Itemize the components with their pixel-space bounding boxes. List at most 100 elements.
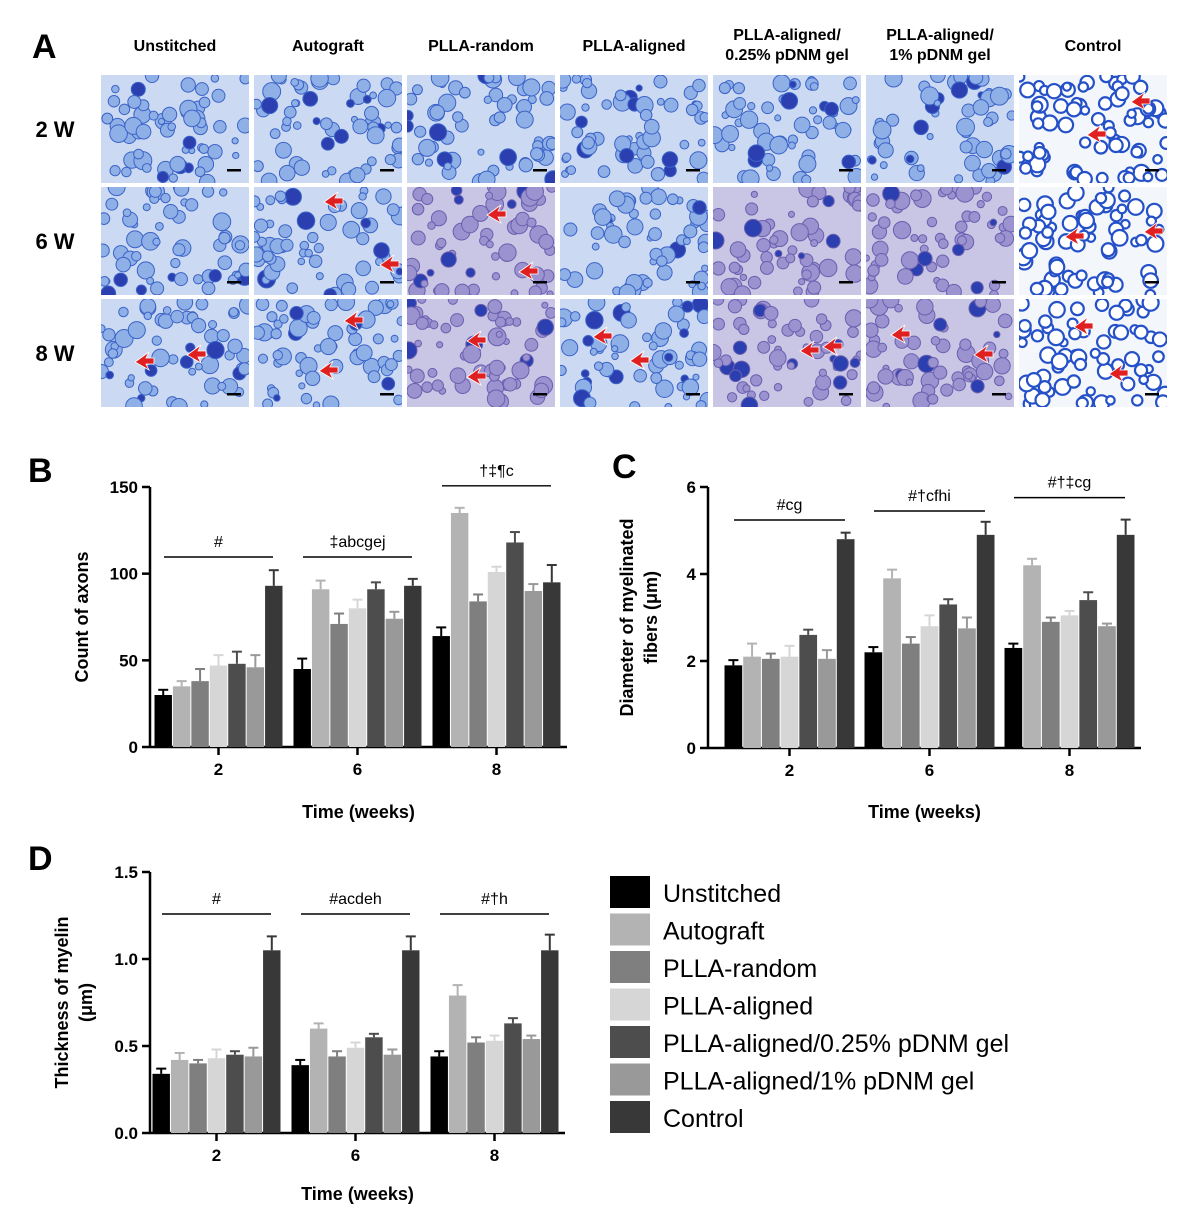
micrograph-tile [1019,75,1167,183]
cell-profile [289,306,304,321]
cell-profile [304,248,313,258]
cell-profile [135,284,147,295]
red-arrow [1130,91,1151,112]
cell-profile [260,172,278,183]
cell-profile [424,158,434,167]
cell-profile [866,193,880,207]
cell-profile [950,81,969,99]
cell-profile [362,94,372,104]
cell-profile [667,305,685,323]
cell-profile [144,75,160,84]
cell-profile [211,88,226,103]
bar [724,665,743,748]
axon-ring [1126,198,1145,216]
axon-ring [1052,98,1069,114]
cell-profile [421,381,433,393]
y-tick-label: 6 [687,478,696,497]
axon-ring [1133,324,1149,340]
cell-profile [143,311,153,321]
x-tick-label: 6 [351,1146,360,1165]
cell-profile [843,76,857,91]
axon-ring [1142,102,1155,115]
significance-label: #†‡cg [1048,475,1092,492]
axon-ring [1075,396,1089,407]
cell-profile [393,394,402,406]
bar [328,1056,346,1133]
red-arrow [973,344,994,365]
cell-profile [801,174,812,183]
cell-profile [496,96,513,113]
cell-profile [195,82,209,97]
bar [228,663,246,747]
y-tick-label: 100 [110,565,138,584]
cell-profile [142,203,151,212]
cell-profile [692,78,706,93]
axon-ring [1144,288,1157,295]
bar [541,950,559,1133]
cell-profile [312,401,321,407]
cell-profile [216,328,230,343]
scale-bar [380,393,394,396]
cell-profile [581,103,590,112]
cell-profile [121,166,132,178]
cell-profile [930,336,941,346]
bar [152,1073,170,1133]
cell-profile [650,372,663,384]
cell-profile [427,367,438,378]
cell-profile [718,82,731,95]
cell-profile [918,234,928,244]
cell-profile [101,275,110,287]
axon-ring [1131,394,1144,407]
column-header: PLLA-random [428,38,534,55]
bar [976,534,995,748]
axon-ring [1099,75,1114,84]
cell-profile [604,225,623,244]
legend-swatch [610,876,650,908]
cell-profile [167,122,177,132]
cell-profile [993,357,1011,375]
cell-profile [697,138,706,147]
cell-profile [133,148,144,160]
cell-profile [968,75,984,85]
cell-profile [410,230,426,246]
bar [958,628,976,748]
cell-profile [656,255,668,267]
bar [367,589,385,747]
cell-profile [993,330,1001,339]
cell-profile [681,300,694,313]
cell-profile [846,369,858,381]
axon-ring [1077,81,1090,93]
cell-profile [495,330,503,338]
cell-profile [570,311,581,322]
cell-profile [188,367,197,376]
cell-profile [713,358,724,369]
axon-ring [1041,114,1059,132]
bar [154,695,172,747]
axon-ring [1019,75,1026,83]
cell-profile [956,117,975,137]
axon-ring [1038,314,1053,329]
cell-profile [691,351,708,367]
cell-profile [407,341,418,360]
cell-profile [877,142,894,159]
cell-profile [151,348,170,368]
bar [1098,626,1116,748]
cell-profile [238,299,249,315]
axon-ring [1114,86,1130,102]
cell-profile [738,323,750,336]
cell-profile [930,75,946,84]
cell-profile [163,203,179,220]
bar [385,618,404,747]
cell-profile [384,153,396,166]
cell-profile [491,252,500,261]
cell-profile [591,242,600,251]
axon-ring [1030,329,1045,343]
axon-ring [1085,386,1096,397]
x-tick-label: 8 [1065,761,1074,780]
axon-ring [1096,352,1111,366]
cell-profile [692,200,707,215]
cell-profile [257,353,269,364]
cell-profile [102,328,116,342]
scale-bar [533,169,547,172]
legend-swatch [610,1063,650,1096]
